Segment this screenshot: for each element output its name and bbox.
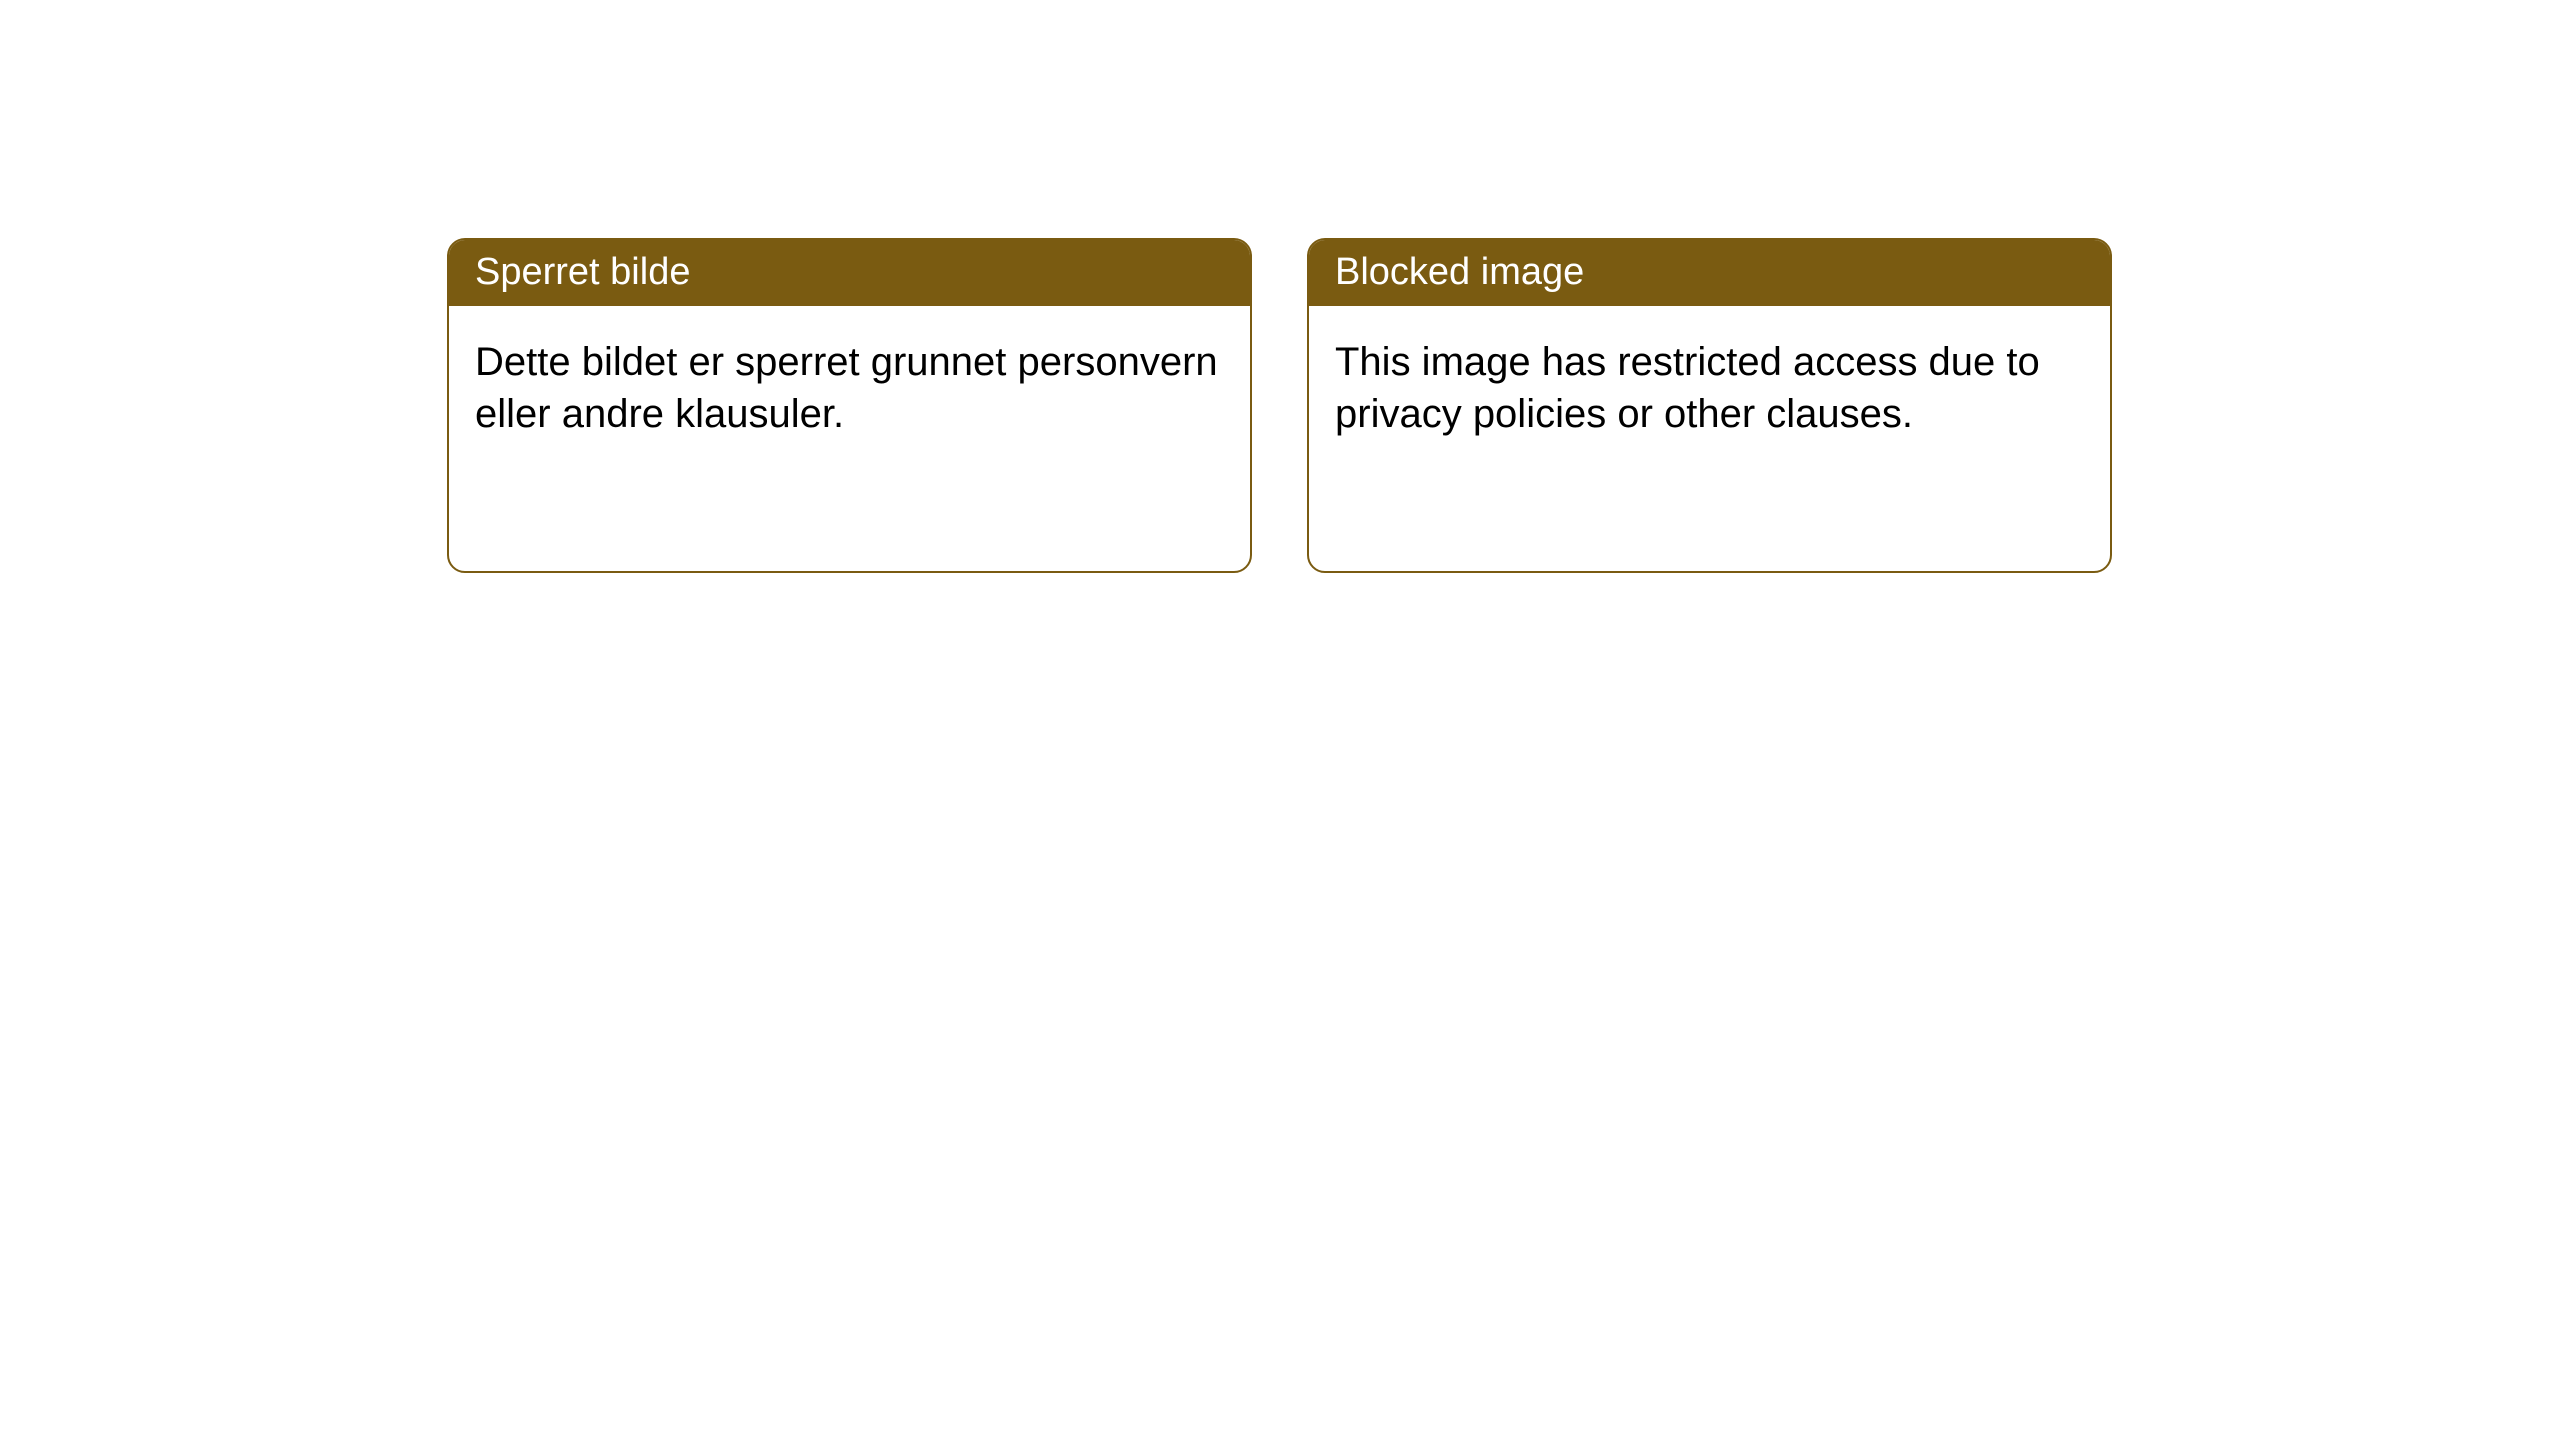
notice-text-no: Dette bildet er sperret grunnet personve… xyxy=(475,340,1218,436)
notice-body-no: Dette bildet er sperret grunnet personve… xyxy=(449,306,1250,470)
notice-box-en: Blocked image This image has restricted … xyxy=(1307,238,2112,573)
notice-header-no: Sperret bilde xyxy=(449,240,1250,306)
notice-box-no: Sperret bilde Dette bildet er sperret gr… xyxy=(447,238,1252,573)
notice-title-en: Blocked image xyxy=(1335,251,1584,293)
notice-body-en: This image has restricted access due to … xyxy=(1309,306,2110,470)
notice-title-no: Sperret bilde xyxy=(475,251,690,293)
notice-container: Sperret bilde Dette bildet er sperret gr… xyxy=(0,0,2560,573)
notice-text-en: This image has restricted access due to … xyxy=(1335,340,2040,436)
notice-header-en: Blocked image xyxy=(1309,240,2110,306)
